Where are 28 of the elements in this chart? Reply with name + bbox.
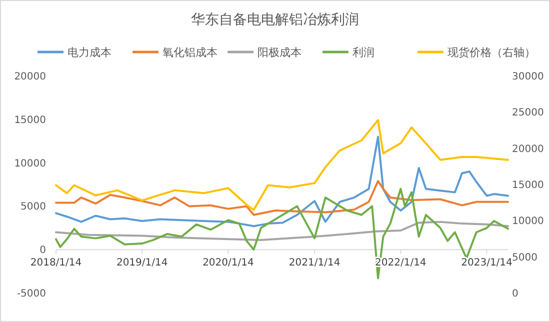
legend-label: 电力成本 [68, 46, 112, 59]
line-series [55, 136, 509, 228]
y-tick-label: 15000 [14, 114, 46, 126]
x-tick-label: 2021/1/14 [288, 258, 340, 269]
line-series [55, 180, 509, 216]
legend-label: 利润 [352, 46, 374, 59]
y2-tick-label: 25000 [512, 108, 544, 119]
y-tick-label: 10000 [14, 158, 46, 170]
line-series [55, 119, 509, 211]
y2-tick-label: 30000 [512, 72, 544, 82]
y2-tick-label: 0 [512, 288, 518, 300]
x-tick-label: 2018/1/14 [30, 258, 82, 269]
y-tick-label: 5000 [20, 202, 46, 213]
legend-label: 氧化铝成本 [162, 46, 218, 59]
y2-tick-label: 5000 [512, 252, 538, 264]
x-tick-label: 2023/1/14 [461, 258, 512, 269]
y2-tick-label: 20000 [512, 144, 544, 155]
chart-title: 华东自备电电解铝冶炼利润 [191, 12, 359, 28]
y2-tick-label: 15000 [512, 180, 544, 191]
y-tick-label: 20000 [14, 72, 46, 82]
y2-tick-label: 10000 [512, 216, 544, 228]
x-tick-label: 2020/1/14 [202, 258, 254, 269]
y-tick-label: -5000 [16, 288, 46, 300]
legend-label: 阳极成本 [258, 46, 302, 59]
x-tick-label: 2019/1/14 [116, 258, 168, 269]
line-series [55, 220, 509, 242]
legend-label: 现货价格（右轴） [448, 46, 536, 59]
y-tick-label: 0 [40, 245, 46, 256]
